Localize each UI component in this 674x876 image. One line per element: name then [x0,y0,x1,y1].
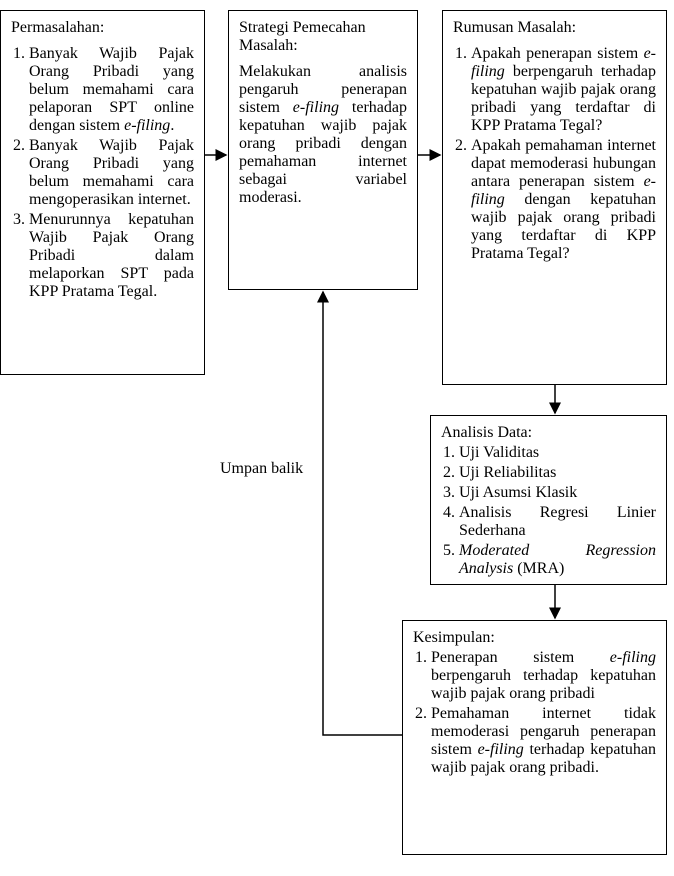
analisis-list: Uji Validitas Uji Reliabilitas Uji Asums… [441,444,656,578]
permasalahan-title: Permasalahan: [11,19,194,37]
list-item: Penerapan sistem e-filing berpengaruh te… [431,649,656,703]
list-item: Banyak Wajib Pajak Orang Pribadi yang be… [29,137,194,209]
text: Uji Validitas [459,444,539,461]
arrow-feedback [323,292,402,735]
list-item: Uji Reliabilitas [459,464,656,482]
list-item: Apakah penerapan sistem e-filing berpeng… [471,45,656,135]
text: Uji Asumsi Klasik [459,484,577,501]
kesimpulan-title: Kesimpulan: [413,629,656,647]
text-italic: e-filing [124,117,170,134]
strategi-body: Melakukan analisis pengaruh penerapan si… [239,63,407,207]
rumusan-title: Rumusan Masalah: [453,19,656,37]
text: Banyak Wajib Pajak Orang Pribadi yang be… [29,137,194,208]
text: Apakah penerapan sistem [471,45,644,62]
box-kesimpulan: Kesimpulan: Penerapan sistem e-filing be… [402,620,667,855]
list-item: Apakah pemahaman internet dapat memodera… [471,137,656,263]
text: (MRA) [513,560,564,577]
text-italic: e-filing [610,649,656,666]
text: Menurunnya kepatuhan Wajib Pajak Orang P… [29,211,194,300]
strategi-title: Strategi Pemecahan Masalah: [239,19,407,55]
list-item: Uji Validitas [459,444,656,462]
box-strategi: Strategi Pemecahan Masalah: Melakukan an… [228,10,418,290]
text: Uji Reliabilitas [459,464,556,481]
analisis-title: Analisis Data: [441,424,656,442]
list-item: Banyak Wajib Pajak Orang Pribadi yang be… [29,45,194,135]
list-item: Uji Asumsi Klasik [459,484,656,502]
list-item: Analisis Regresi Linier Sederhana [459,504,656,540]
rumusan-list: Apakah penerapan sistem e-filing berpeng… [453,45,656,263]
text: Analisis Regresi Linier Sederhana [459,504,656,539]
text-italic: e-filing [293,99,339,116]
box-permasalahan: Permasalahan: Banyak Wajib Pajak Orang P… [0,10,205,375]
kesimpulan-list: Penerapan sistem e-filing berpengaruh te… [413,649,656,777]
list-item: Pemahaman internet tidak memoderasi peng… [431,705,656,777]
text: . [170,117,174,134]
text-italic: e-filing [478,741,524,758]
box-analisis: Analisis Data: Uji Validitas Uji Reliabi… [430,415,667,585]
box-rumusan: Rumusan Masalah: Apakah penerapan sistem… [442,10,667,385]
list-item: Moderated Regression Analysis (MRA) [459,542,656,578]
umpan-balik-label: Umpan balik [220,460,303,478]
text: berpengaruh terhadap kepatuhan wajib paj… [431,667,656,702]
text: Penerapan sistem [431,649,610,666]
list-item: Menurunnya kepatuhan Wajib Pajak Orang P… [29,211,194,301]
text: Apakah pemahaman internet dapat memodera… [471,137,656,190]
permasalahan-list: Banyak Wajib Pajak Orang Pribadi yang be… [11,45,194,301]
